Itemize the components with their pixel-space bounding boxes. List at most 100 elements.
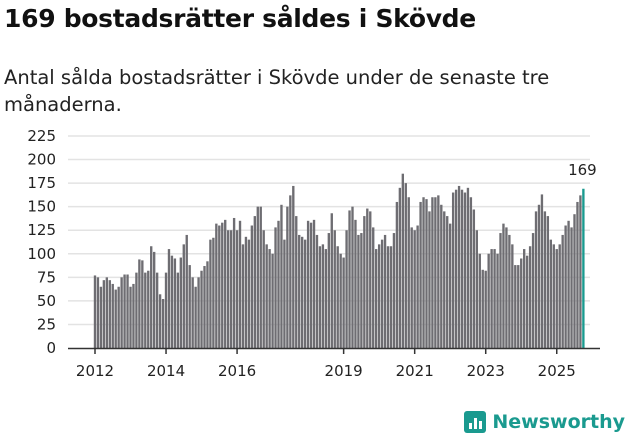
bar [108, 280, 111, 348]
bar [366, 208, 369, 348]
bar [449, 223, 452, 348]
bar [253, 216, 256, 348]
bar [318, 246, 322, 348]
bar [197, 277, 200, 348]
bar [369, 211, 372, 348]
bar [292, 185, 295, 348]
bar [277, 220, 280, 348]
bar [558, 244, 561, 348]
bar [440, 204, 443, 348]
bar [161, 299, 165, 348]
bar [567, 220, 570, 348]
bar [259, 206, 262, 348]
bar [582, 188, 585, 348]
bar [570, 227, 573, 348]
bar [555, 249, 558, 348]
bar [454, 189, 458, 348]
bar [227, 230, 230, 348]
bar [120, 277, 123, 348]
bar [520, 258, 523, 348]
bar [238, 220, 242, 348]
bar [446, 216, 449, 348]
x-tick-label: 2021 [396, 362, 434, 380]
bar [102, 280, 106, 348]
bar [215, 223, 218, 348]
bar [232, 217, 236, 348]
bar [155, 272, 159, 348]
y-tick-label: 150 [27, 198, 56, 216]
bar [274, 227, 277, 348]
bar [493, 249, 496, 348]
bar [312, 219, 316, 348]
brand-name: Newsworthy [492, 411, 625, 433]
bar [235, 230, 239, 348]
bar [111, 283, 114, 348]
bar [534, 211, 538, 348]
y-tick-label: 125 [27, 221, 56, 239]
bar [153, 251, 156, 348]
bar [537, 204, 541, 348]
bar [372, 227, 375, 348]
bar [363, 216, 366, 348]
bar [490, 249, 493, 348]
bar [250, 225, 254, 348]
bar [132, 283, 135, 348]
bar [241, 244, 245, 348]
bar [117, 286, 120, 348]
bar [389, 246, 393, 348]
bar [224, 219, 227, 348]
x-tick-label: 2019 [325, 362, 363, 380]
bar [123, 274, 126, 348]
bar [256, 206, 259, 348]
bar [303, 239, 307, 348]
x-tick-label: 2016 [218, 362, 256, 380]
bar [179, 257, 182, 348]
bar [262, 230, 265, 348]
y-tick-label: 175 [27, 174, 56, 192]
bar [345, 230, 348, 348]
bar [301, 236, 304, 348]
bar [336, 246, 339, 348]
bar [478, 253, 481, 348]
chart-title: 169 bostadsrätter såldes i Skövde [4, 4, 476, 33]
bar [342, 257, 345, 348]
bar [99, 286, 103, 348]
bar [531, 233, 535, 348]
bar [443, 211, 446, 348]
bar [380, 239, 384, 348]
bar [333, 230, 336, 348]
bar [434, 197, 437, 348]
bar [457, 185, 461, 348]
x-tick-label: 2014 [147, 362, 185, 380]
bar [164, 272, 168, 348]
bar [348, 210, 351, 348]
y-tick-label: 50 [37, 292, 56, 310]
bar [221, 222, 224, 348]
bar [502, 223, 505, 348]
y-tick-label: 75 [37, 268, 56, 286]
x-tick-label: 2012 [76, 362, 114, 380]
bar [481, 269, 484, 348]
bar [410, 227, 413, 348]
bar [126, 274, 129, 348]
bar [229, 230, 233, 348]
bar [286, 206, 289, 348]
bar [543, 211, 547, 348]
y-tick-label: 100 [27, 245, 56, 263]
bar [114, 289, 117, 348]
bar [129, 286, 132, 348]
y-tick-label: 0 [46, 339, 56, 357]
bar [209, 239, 212, 348]
bar [182, 244, 185, 348]
bar [200, 270, 203, 348]
bar [437, 195, 440, 348]
bar [484, 270, 487, 348]
bar [428, 211, 431, 348]
last-value-label: 169 [568, 161, 597, 179]
bar [194, 286, 197, 348]
bar [419, 201, 422, 348]
bar [383, 234, 387, 348]
bar [525, 255, 529, 348]
bar [404, 183, 407, 348]
